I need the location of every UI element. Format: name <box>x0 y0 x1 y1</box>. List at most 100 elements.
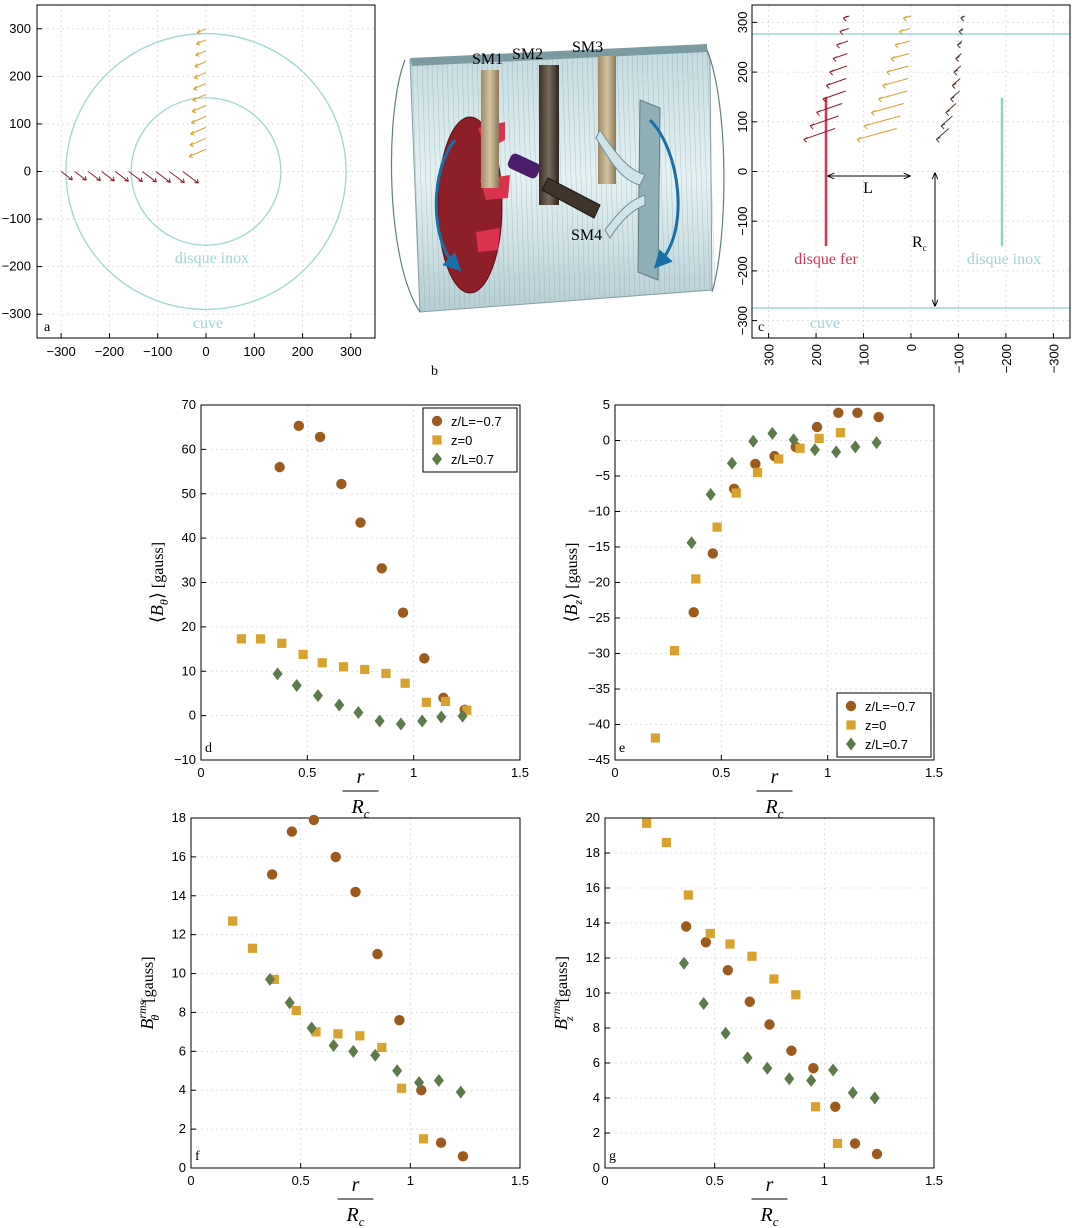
field-arrow-head <box>960 15 966 22</box>
panel-c-field-arrows <box>803 15 966 143</box>
data-point <box>440 696 451 707</box>
y-tick-label: −10 <box>174 752 196 767</box>
legend-entry: z/L=−0.7 <box>451 414 502 429</box>
x-axis-label-numerator: r <box>352 1174 360 1196</box>
x-tick-label: 0 <box>904 344 919 351</box>
data-point <box>330 851 341 863</box>
x-tick-label: 1 <box>821 1173 828 1188</box>
panel-letter: g <box>609 1149 616 1164</box>
panel-a-x-ticks: −300 −200 −100 0 100 200 300 <box>46 333 362 359</box>
sm2-label: SM2 <box>512 46 543 63</box>
field-arrow-head <box>124 177 129 182</box>
data-point <box>850 440 861 454</box>
data-point <box>360 664 370 675</box>
data-point <box>266 869 278 880</box>
y-tick-label: 30 <box>182 575 196 590</box>
field-arrow-head <box>871 110 876 116</box>
field-arrow-head <box>940 123 946 130</box>
data-point <box>264 972 275 986</box>
field-arrow-head <box>882 83 887 89</box>
y-tick-label: 0 <box>603 433 610 448</box>
x-axis-label-denominator: Rc <box>765 796 784 821</box>
data-point <box>374 714 385 728</box>
data-point <box>688 607 699 618</box>
series-1 <box>274 420 470 716</box>
cylinder-stripe <box>511 57 521 304</box>
data-point <box>720 1026 731 1040</box>
x-tick-label: 1.5 <box>925 765 943 780</box>
field-arrow-head <box>945 110 950 116</box>
y-tick-label: 16 <box>172 849 186 864</box>
x-axis-label-numerator: r <box>357 766 365 788</box>
x-tick-label: 1.5 <box>925 1173 943 1188</box>
panel-a-y-ticks: 300 200 100 0 −100 −200 −300 <box>2 21 42 321</box>
y-tick-label: 16 <box>586 880 600 895</box>
field-arrow-head <box>832 56 838 62</box>
field-arrow <box>193 83 207 90</box>
data-point <box>431 415 443 427</box>
x-axis-label-denominator: Rc <box>351 796 370 821</box>
data-point <box>846 737 856 751</box>
data-point <box>642 818 652 828</box>
y-tick-label: 18 <box>586 845 600 860</box>
data-point <box>433 1074 444 1087</box>
field-arrow-head <box>822 96 828 103</box>
data-point <box>786 1045 797 1056</box>
field-arrow-head <box>935 136 941 143</box>
data-point <box>421 697 432 707</box>
cylinder-top-rim <box>410 44 707 66</box>
cylinder-stripe <box>426 61 436 310</box>
field-arrow-head <box>193 85 198 91</box>
data-point <box>247 943 258 953</box>
cylinder-stripe <box>416 61 426 311</box>
panel-a-circles <box>65 32 347 311</box>
data-point <box>810 1102 821 1112</box>
y-tick-label: 10 <box>182 663 196 678</box>
field-arrow <box>169 171 185 184</box>
data-point <box>722 965 734 976</box>
data-point <box>414 1075 425 1089</box>
data-point <box>400 678 410 688</box>
data-point <box>308 814 320 826</box>
panel-b-illustration: SM1 SM2 SM3 SM4 b <box>390 39 725 379</box>
y-tick-label: 50 <box>182 486 196 501</box>
x-tick-label: 300 <box>340 344 362 359</box>
data-point <box>417 714 428 728</box>
data-point <box>744 996 755 1007</box>
cylinder-stripe <box>521 56 531 304</box>
y-tick-label: 0 <box>189 708 196 723</box>
y-tick-label: 2 <box>179 1121 186 1136</box>
circle-cuve <box>65 32 347 311</box>
x-axis-label-denominator: Rc <box>760 1204 779 1228</box>
data-point <box>255 634 266 644</box>
x-tick-label: 200 <box>292 344 314 359</box>
field-arrow-head <box>957 42 962 49</box>
cylinder-stripe <box>561 54 571 301</box>
x-tick-label: 0 <box>197 765 204 780</box>
x-tick-label: 0 <box>202 344 209 359</box>
x-tick-label: 0.5 <box>712 765 730 780</box>
cylinder-stripe <box>676 49 686 292</box>
field-arrow-head <box>195 51 200 57</box>
x-tick-label: −100 <box>951 344 966 373</box>
data-point <box>298 649 308 659</box>
field-arrow-head <box>195 40 201 46</box>
field-arrow <box>950 90 960 100</box>
field-arrow-head <box>188 153 194 159</box>
data-point <box>432 435 442 445</box>
y-tick-label: −30 <box>588 646 610 661</box>
field-arrow-head <box>189 142 194 147</box>
field-arrow-head <box>138 177 143 183</box>
x-tick-label: 100 <box>857 344 872 366</box>
cylinder-stripe <box>421 61 431 311</box>
data-point <box>328 1039 339 1052</box>
x-tick-label: 0.5 <box>706 1173 724 1188</box>
data-point <box>317 658 327 668</box>
field-arrow <box>196 28 207 34</box>
cylinder-stripe <box>506 57 516 305</box>
cylinder-left-edge <box>390 59 421 313</box>
data-point <box>705 928 715 939</box>
series-3 <box>264 972 466 1099</box>
field-arrow <box>945 103 957 113</box>
